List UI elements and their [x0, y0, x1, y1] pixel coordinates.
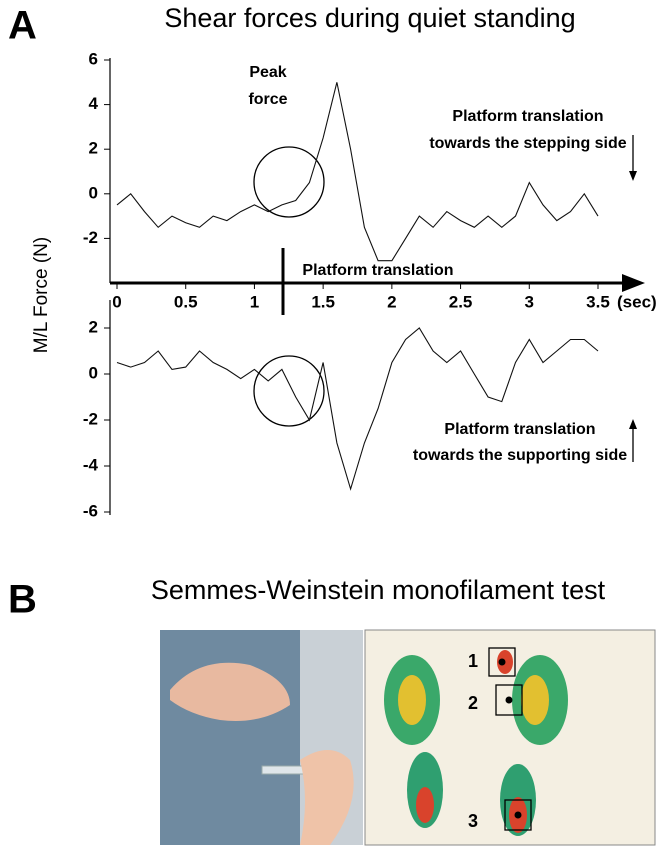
- site-label: 1: [468, 651, 478, 671]
- y-tick-label: -2: [83, 409, 98, 428]
- photo-right: 1 2 3: [364, 629, 656, 846]
- annotation: force: [248, 91, 287, 108]
- y-tick-label: 4: [89, 94, 99, 113]
- y-tick-label: -6: [83, 501, 98, 520]
- y-tick-label: 0: [89, 183, 98, 202]
- panel-title: Semmes-Weinstein monofilament test: [151, 575, 606, 605]
- panel-label: B: [8, 578, 37, 622]
- x-tick-label: 2.5: [449, 292, 473, 311]
- x-tick-label: 1.5: [311, 292, 335, 311]
- annotation: Peak: [249, 64, 286, 81]
- x-tick-label: 1: [250, 292, 259, 311]
- x-tick-label: 0.5: [174, 292, 198, 311]
- y-tick-label: 0: [89, 363, 98, 382]
- force-trace: [116, 82, 599, 262]
- y-tick-label: -4: [83, 455, 99, 474]
- y-tick-label: 2: [89, 317, 98, 336]
- x-tick-label: 3.5: [586, 292, 610, 311]
- y-tick-label: 6: [89, 49, 98, 68]
- x-tick-label: 0: [112, 292, 121, 311]
- x-tick-label: 2: [387, 292, 396, 311]
- y-axis-label: M/L Force (N): [31, 237, 52, 353]
- y-tick-label: 2: [89, 139, 98, 158]
- annotation: Platform translation: [302, 262, 453, 279]
- site-label: 2: [468, 693, 478, 713]
- site-label: 3: [468, 811, 478, 831]
- panel-title: Shear forces during quiet standing: [164, 3, 575, 33]
- photo-left: [160, 630, 363, 845]
- x-tick-label: 3: [525, 292, 534, 311]
- annotation: Platform translation: [452, 108, 603, 125]
- annotation: Platform translation: [444, 421, 595, 438]
- axes: [109, 58, 645, 515]
- annotation: towards the supporting side: [413, 447, 627, 464]
- panel-label: A: [8, 4, 37, 48]
- force-trace: [116, 327, 599, 491]
- annotation: towards the stepping side: [429, 135, 626, 152]
- x-axis-label: (sec): [617, 292, 657, 311]
- y-tick-label: -2: [83, 228, 98, 247]
